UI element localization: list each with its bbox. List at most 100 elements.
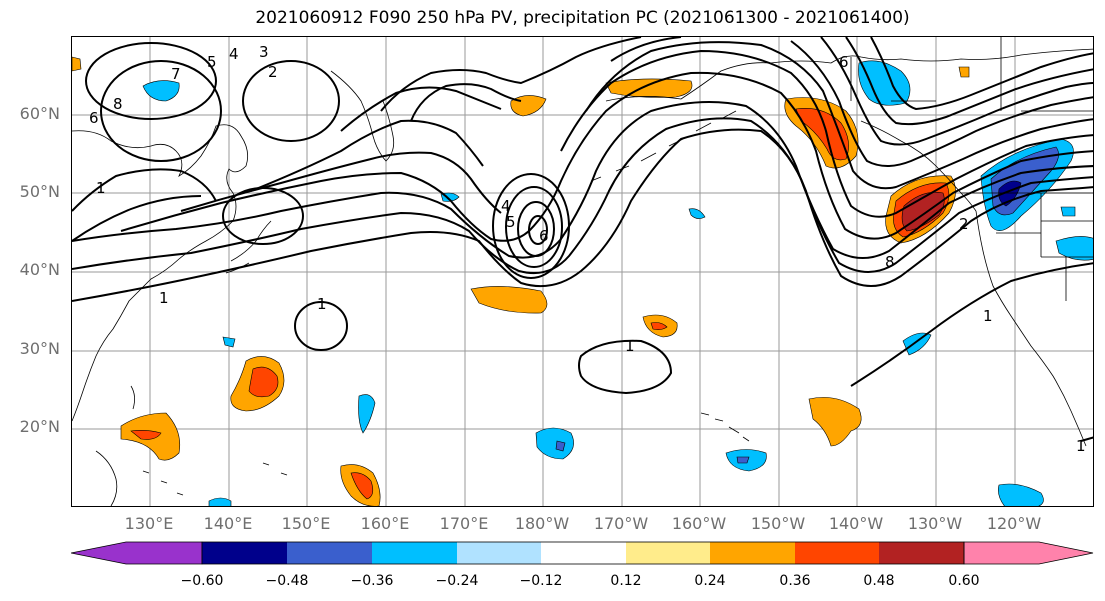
map-title: 2021060912 F090 250 hPa PV, precipitatio… xyxy=(255,8,910,28)
contour-label: 1 xyxy=(983,307,993,325)
colorbar-segment xyxy=(626,542,710,564)
pv-closed-sub-1 xyxy=(294,301,348,351)
precip-neg-ne-small xyxy=(1060,206,1076,217)
contour-label: 4 xyxy=(501,197,511,215)
lon-label-160e: 160°E xyxy=(360,514,410,533)
colorbar-segment xyxy=(372,542,457,564)
pv-contour-10 xyxy=(870,37,1093,111)
precip-pos-japan-sea xyxy=(510,95,547,117)
colorbar-segment xyxy=(879,542,964,564)
precip-neg-hawaii-w xyxy=(535,427,574,460)
contour-label: 4 xyxy=(229,45,239,63)
contour-label: 1 xyxy=(96,179,106,197)
colorbar-tick-label: −0.36 xyxy=(350,573,394,589)
contour-label: 1 xyxy=(625,337,635,355)
contour-label: 6 xyxy=(539,227,549,245)
coast-bc xyxy=(860,120,977,212)
precip-pos-aleutian xyxy=(605,78,693,98)
colorbar-segment xyxy=(202,542,287,564)
colorbar-tick-label: 0.48 xyxy=(863,573,895,589)
contour-label-layer: 1 2 3 4 5 6 7 8 1 1 1 4 5 6 8 6 1 1 2 xyxy=(89,43,1086,455)
coast-aleutians xyxy=(590,110,737,182)
pv-cutoff-low-4 xyxy=(528,215,548,245)
pv-contour-nw-a xyxy=(72,168,217,212)
islands-hawaii xyxy=(700,412,750,442)
contour-label: 3 xyxy=(259,43,269,61)
pv-cutoff-low-2 xyxy=(505,186,563,268)
precip-pos-nw-corner xyxy=(72,56,82,72)
colorbar-tick-label: −0.12 xyxy=(519,573,563,589)
precip-neg-mid-trop xyxy=(358,394,376,434)
contour-label: 1 xyxy=(317,295,327,313)
pv-contour-9 xyxy=(410,37,1093,126)
precip-neg-nw-pacific xyxy=(142,80,180,102)
colorbar-segment xyxy=(457,542,541,564)
contour-label: 8 xyxy=(113,95,123,113)
lon-label-170w: 170°W xyxy=(593,514,649,533)
contour-label: 5 xyxy=(506,213,516,231)
precipitation-shading xyxy=(72,56,1093,506)
coast-asia xyxy=(72,124,249,422)
colorbar-extend-high xyxy=(963,541,1094,565)
islands-philippines xyxy=(95,450,118,506)
contour-label: 1 xyxy=(1076,437,1086,455)
contour-label: 7 xyxy=(171,65,181,83)
colorbar-tick-label: 0.12 xyxy=(610,573,642,589)
lon-label-160w: 160°W xyxy=(671,514,727,533)
lat-label-40n: 40°N xyxy=(19,260,60,279)
contour-label: 5 xyxy=(207,53,217,71)
precip-neg-plains xyxy=(1055,236,1093,261)
border-canada xyxy=(850,37,1093,112)
pv-contour-7 xyxy=(340,37,1093,167)
border-states xyxy=(996,193,1093,301)
pv-contour-1-south xyxy=(72,128,1093,302)
lon-label-130e: 130°E xyxy=(124,514,174,533)
coast-west-us xyxy=(975,210,1087,447)
colorbar-outline xyxy=(201,541,965,565)
pv-closed-nw-1 xyxy=(242,60,340,142)
pv-contour-2 xyxy=(72,117,1093,275)
lat-label-20n: 20°N xyxy=(19,417,60,436)
lon-label-140e: 140°E xyxy=(203,514,253,533)
map-panel: 1 2 3 4 5 6 7 8 1 1 1 4 5 6 8 6 1 1 2 xyxy=(71,36,1094,507)
colorbar-extend-low xyxy=(71,541,203,565)
map-canvas: 1 2 3 4 5 6 7 8 1 1 1 4 5 6 8 6 1 1 2 xyxy=(72,37,1093,506)
contour-label: 2 xyxy=(268,63,278,81)
pv-contour-8 xyxy=(380,37,1093,146)
lat-label-50n: 50°N xyxy=(19,182,60,201)
pv-cutoff-low-3 xyxy=(517,201,555,257)
coastlines xyxy=(72,37,1093,506)
islands-micronesia xyxy=(142,462,288,496)
lon-label-170e: 170°E xyxy=(439,514,489,533)
pv-contour-6 xyxy=(250,41,1093,192)
pv-closed-nw-3 xyxy=(100,60,222,162)
precip-pos-marianas-core xyxy=(350,472,374,500)
coast-alaska xyxy=(605,48,1093,102)
precip-neg-hawaii-w-core xyxy=(555,440,566,452)
precip-neg-ne-trop xyxy=(902,332,932,356)
contour-label: 1 xyxy=(159,289,169,307)
pv-contour-nw-b xyxy=(72,195,202,242)
pv-cutoff-low-1 xyxy=(492,173,570,279)
pv-contour-east-tail xyxy=(850,262,1093,387)
colorbar-tick-label: 0.24 xyxy=(694,573,726,589)
graticule xyxy=(72,37,1093,506)
pv-closed-nw-2 xyxy=(222,187,304,245)
colorbar-tick-label: −0.24 xyxy=(435,573,479,589)
pv-closed-sub-2 xyxy=(578,339,673,395)
colorbar-segment xyxy=(710,542,795,564)
lon-label-140w: 140°W xyxy=(828,514,884,533)
colorbar-segment xyxy=(795,542,879,564)
contour-label: 2 xyxy=(959,215,969,233)
precip-pos-philippine-sea-core xyxy=(248,366,279,398)
islands-taiwan xyxy=(130,385,135,410)
precip-pos-east-trop xyxy=(808,397,862,447)
precip-neg-se-corner xyxy=(998,483,1044,506)
colorbar-tick-label: −0.48 xyxy=(265,573,309,589)
colorbar-tick-label: 0.60 xyxy=(948,573,980,589)
precip-pos-mid-pacific xyxy=(470,286,548,314)
colorbar-tick-label: −0.60 xyxy=(180,573,224,589)
precip-neg-pacnw-core xyxy=(998,180,1022,207)
lon-label-180w: 180°W xyxy=(514,514,570,533)
precip-pos-mid-pacific-2-core xyxy=(650,322,668,330)
